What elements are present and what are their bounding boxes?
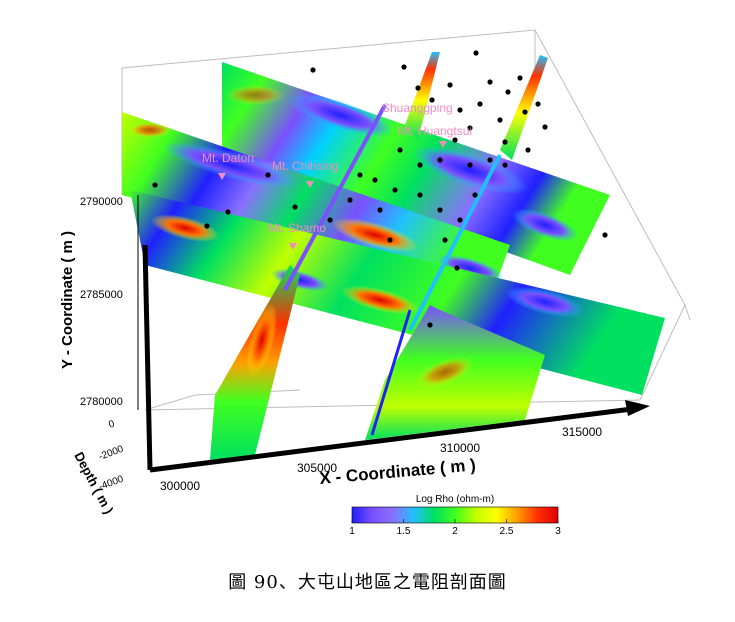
peak-marker bbox=[306, 181, 314, 188]
station-dot bbox=[327, 217, 333, 223]
station-dot bbox=[387, 237, 393, 243]
z-tick-label: 0 bbox=[107, 418, 116, 430]
station-dot bbox=[417, 192, 423, 198]
station-dot bbox=[522, 109, 528, 115]
station-dot bbox=[487, 79, 493, 85]
station-dot bbox=[487, 157, 493, 163]
station-dot bbox=[517, 75, 523, 81]
station-dot bbox=[437, 207, 443, 213]
station-dot bbox=[310, 67, 316, 73]
station-dot bbox=[467, 125, 473, 131]
station-dot bbox=[452, 137, 458, 143]
x-axis-line bbox=[149, 405, 641, 473]
colorbar-tick-label: 2.5 bbox=[500, 526, 514, 537]
peak-marker bbox=[218, 173, 226, 180]
station-dot bbox=[292, 204, 298, 210]
peak-marker bbox=[289, 243, 297, 250]
station-dot bbox=[357, 172, 363, 178]
colorbar-tick-label: 1 bbox=[349, 526, 355, 537]
station-dot bbox=[377, 207, 383, 213]
station-dot bbox=[472, 192, 478, 198]
section-vertical-right bbox=[365, 305, 545, 440]
colorbar-tick-label: 1.5 bbox=[397, 526, 411, 537]
station-dot bbox=[497, 117, 503, 123]
station-dot bbox=[442, 237, 448, 243]
colorbar: Log Rho (ohm-m) 1 1.5 2 2.5 3 bbox=[349, 494, 561, 537]
station-dot bbox=[454, 265, 460, 271]
station-dot bbox=[392, 187, 398, 193]
figure-caption: 圖 90、大屯山地區之電阻剖面圖 bbox=[228, 572, 507, 593]
station-dot bbox=[204, 223, 210, 229]
colorbar-title: Log Rho (ohm-m) bbox=[416, 494, 494, 505]
colorbar-tick-label: 3 bbox=[555, 526, 561, 537]
station-dot bbox=[542, 124, 548, 130]
z-tick-label: -2000 bbox=[97, 444, 125, 463]
station-dot bbox=[397, 147, 403, 153]
station-dot bbox=[437, 157, 443, 163]
x-axis-title: X - Coordinate ( m ) bbox=[319, 455, 477, 488]
station-dot bbox=[152, 182, 158, 188]
y-tick-label: 2785000 bbox=[80, 289, 123, 301]
y-tick-label: 2780000 bbox=[80, 396, 123, 408]
peak-labels: Shuanggping Mt. Huangtsui Mt. Daton Mt. … bbox=[202, 101, 472, 250]
section-middle bbox=[122, 112, 510, 300]
peak-marker bbox=[439, 141, 447, 148]
peak-label-huangtsui: Mt. Huangtsui bbox=[398, 124, 472, 138]
station-dot bbox=[372, 177, 378, 183]
x-tick-label: 315000 bbox=[562, 425, 602, 439]
x-tick-label: 310000 bbox=[440, 441, 480, 455]
section-vertical-thin bbox=[283, 104, 502, 331]
station-dot bbox=[427, 322, 433, 328]
peak-label-daton: Mt. Daton bbox=[202, 151, 254, 165]
station-dot bbox=[225, 209, 231, 215]
station-dot bbox=[502, 139, 508, 145]
station-dot bbox=[457, 217, 463, 223]
y-axis-title: Y - Coordinate ( m ) bbox=[59, 231, 76, 369]
resistivity-spikes bbox=[405, 52, 548, 160]
station-dot bbox=[525, 147, 531, 153]
x-axis-arrow bbox=[625, 400, 650, 416]
station-dot bbox=[505, 89, 511, 95]
x-tick-label: 300000 bbox=[160, 479, 200, 493]
station-dot bbox=[429, 97, 435, 103]
y-tick-label: 2790000 bbox=[80, 196, 123, 208]
station-dot bbox=[401, 64, 407, 70]
station-dot bbox=[417, 162, 423, 168]
station-dot bbox=[457, 107, 463, 113]
z-axis-line bbox=[142, 244, 153, 471]
station-dot bbox=[473, 50, 479, 56]
x-tick-label: 305000 bbox=[297, 461, 337, 475]
station-dot bbox=[502, 162, 508, 168]
station-dot bbox=[347, 197, 353, 203]
station-dot bbox=[467, 162, 473, 168]
station-dot bbox=[602, 232, 608, 238]
station-dot bbox=[535, 101, 541, 107]
peak-label-shamo: Mt. Shamo bbox=[268, 221, 326, 235]
station-dot bbox=[265, 172, 271, 178]
section-vertical-left bbox=[210, 265, 300, 460]
peak-label-chihsing: Mt. Chihsing bbox=[272, 159, 339, 173]
colorbar-tick-label: 2 bbox=[452, 526, 458, 537]
station-dot bbox=[477, 101, 483, 107]
station-points bbox=[152, 50, 608, 328]
station-dot bbox=[415, 85, 421, 91]
station-dot bbox=[447, 82, 453, 88]
peak-label-shuangping: Shuanggping bbox=[382, 101, 453, 115]
axes bbox=[137, 195, 650, 473]
